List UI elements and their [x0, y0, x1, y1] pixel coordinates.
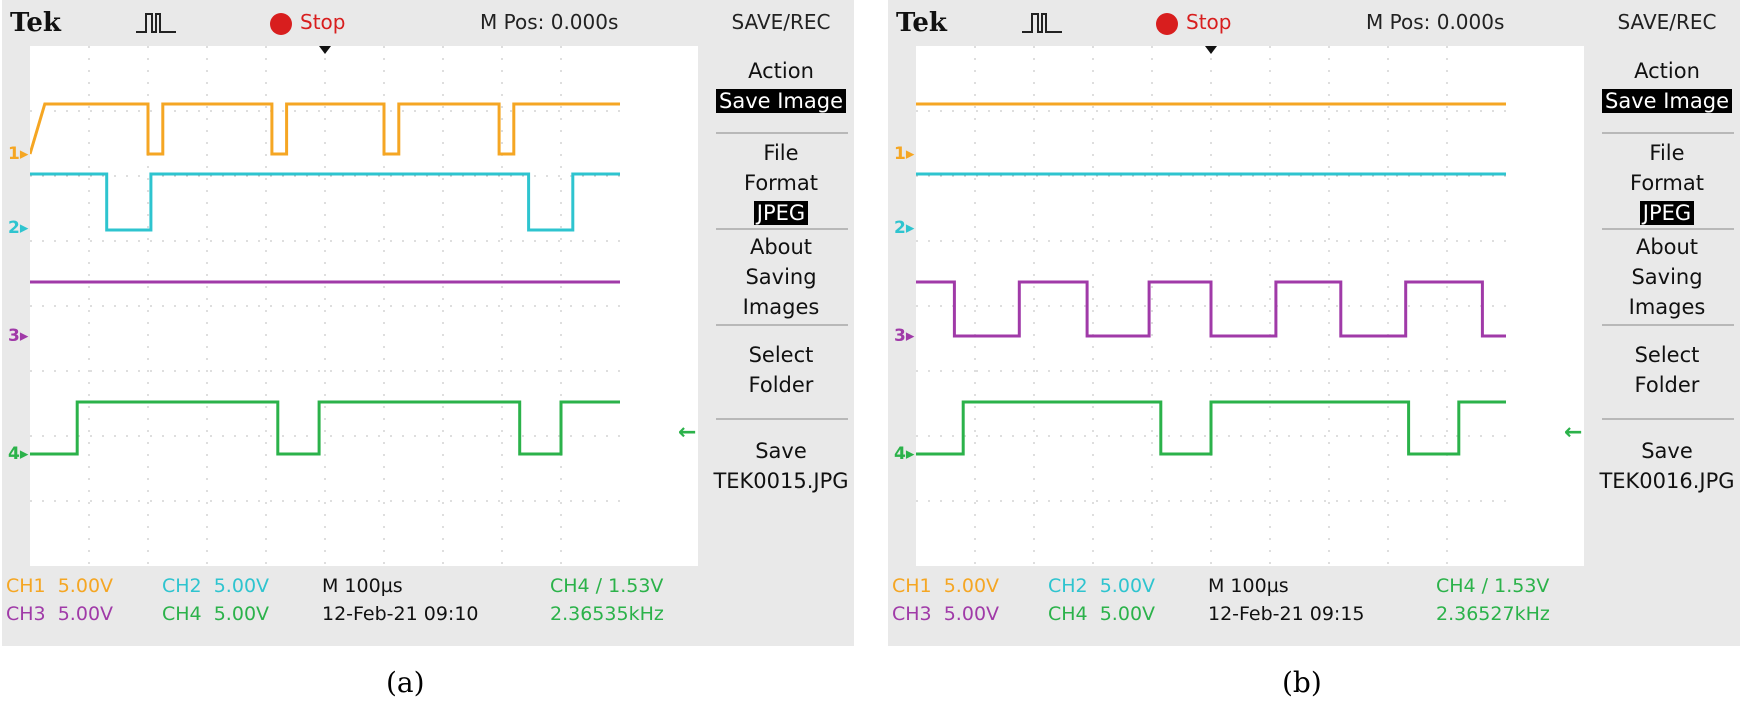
about-label: Saving — [745, 265, 817, 289]
ch3-scale: CH3 5.00V — [892, 603, 1000, 625]
top-status-bar: Tek Stop M Pos: 0.000s SAVE/REC — [2, 0, 854, 46]
ch4-ground-marker: 4▸ — [894, 444, 915, 464]
save-label: Save — [755, 439, 807, 463]
oscilloscope-panel-b: Tek Stop M Pos: 0.000s SAVE/REC 1▸ 2▸ 3▸… — [888, 0, 1740, 646]
about-saving-images-button[interactable]: About Saving Images — [1594, 232, 1740, 322]
ch1-waveform — [30, 102, 620, 156]
stop-indicator-icon — [1156, 13, 1178, 35]
save-button[interactable]: Save TEK0016.JPG — [1594, 436, 1740, 496]
timestamp: 12-Feb-21 09:10 — [322, 603, 479, 625]
file-format-label: Format — [743, 171, 818, 195]
ch4-waveform — [916, 400, 1506, 456]
select-folder-label: Select — [748, 343, 814, 367]
trigger-position-icon — [319, 46, 331, 54]
trigger-level-arrow-icon: ← — [678, 420, 697, 445]
run-state[interactable]: Stop — [1186, 10, 1232, 34]
menu-title: SAVE/REC — [731, 10, 831, 34]
file-format-label: File — [763, 141, 799, 165]
ch3-ground-marker: 3▸ — [8, 326, 29, 346]
file-format-label: File — [1649, 141, 1685, 165]
timestamp: 12-Feb-21 09:15 — [1208, 603, 1365, 625]
menu-divider — [1602, 228, 1734, 230]
ch1-scale: CH1 5.00V — [892, 575, 1000, 597]
side-menu: Action Save Image File Format JPEG About… — [1594, 46, 1740, 566]
menu-divider — [1602, 324, 1734, 326]
waveform-display — [30, 46, 698, 566]
ch4-scale: CH4 5.00V — [1048, 603, 1156, 625]
save-label: Save — [1641, 439, 1693, 463]
action-label: Action — [1634, 59, 1700, 83]
select-folder-button[interactable]: Select Folder — [1594, 340, 1740, 400]
menu-divider — [716, 132, 848, 134]
file-format-value: JPEG — [753, 201, 809, 225]
trigger-frequency: 2.36535kHz — [550, 603, 664, 625]
ch4-ground-marker: 4▸ — [8, 444, 29, 464]
waveform-display — [916, 46, 1584, 566]
file-format-button[interactable]: File Format JPEG — [708, 138, 854, 228]
menu-divider — [1602, 418, 1734, 420]
top-status-bar: Tek Stop M Pos: 0.000s SAVE/REC — [888, 0, 1740, 46]
file-format-button[interactable]: File Format JPEG — [1594, 138, 1740, 228]
trigger-frequency: 2.36527kHz — [1436, 603, 1550, 625]
timebase: M 100µs — [1208, 575, 1289, 597]
menu-divider — [716, 324, 848, 326]
trigger-setting: CH4 ∕ 1.53V — [550, 575, 664, 597]
action-button[interactable]: Action Save Image — [1594, 56, 1740, 116]
save-filename: TEK0016.JPG — [1599, 469, 1735, 493]
caption-a: (a) — [386, 666, 425, 699]
side-menu: Action Save Image File Format JPEG About… — [708, 46, 854, 566]
horizontal-position: M Pos: 0.000s — [1366, 10, 1505, 34]
action-button[interactable]: Action Save Image — [708, 56, 854, 116]
action-value: Save Image — [1602, 89, 1732, 113]
trigger-setting: CH4 ∕ 1.53V — [1436, 575, 1550, 597]
select-folder-label: Select — [1634, 343, 1700, 367]
menu-divider — [1602, 132, 1734, 134]
pulse-trigger-icon — [1022, 13, 1062, 33]
select-folder-label: Folder — [1634, 373, 1700, 397]
menu-divider — [716, 418, 848, 420]
about-label: Saving — [1631, 265, 1703, 289]
action-label: Action — [748, 59, 814, 83]
ch2-ground-marker: 2▸ — [894, 218, 915, 238]
save-filename: TEK0015.JPG — [713, 469, 849, 493]
about-label: About — [749, 235, 813, 259]
ch3-ground-marker: 3▸ — [894, 326, 915, 346]
ch2-waveform — [30, 172, 620, 232]
brand-logo: Tek — [896, 8, 947, 38]
ch3-waveform — [916, 280, 1506, 338]
ch1-scale: CH1 5.00V — [6, 575, 114, 597]
ch4-waveform — [30, 400, 620, 456]
brand-logo: Tek — [10, 8, 61, 38]
file-format-label: Format — [1629, 171, 1704, 195]
save-button[interactable]: Save TEK0015.JPG — [708, 436, 854, 496]
about-saving-images-button[interactable]: About Saving Images — [708, 232, 854, 322]
stop-indicator-icon — [270, 13, 292, 35]
select-folder-label: Folder — [748, 373, 814, 397]
horizontal-position: M Pos: 0.000s — [480, 10, 619, 34]
caption-b: (b) — [1282, 666, 1322, 699]
waveform-canvas — [30, 46, 620, 566]
action-value: Save Image — [716, 89, 846, 113]
ch2-ground-marker: 2▸ — [8, 218, 29, 238]
menu-title: SAVE/REC — [1617, 10, 1717, 34]
about-label: Images — [1628, 295, 1706, 319]
waveform-canvas — [916, 46, 1506, 566]
timebase: M 100µs — [322, 575, 403, 597]
ch2-scale: CH2 5.00V — [162, 575, 270, 597]
trigger-level-arrow-icon: ← — [1564, 420, 1583, 445]
file-format-value: JPEG — [1639, 201, 1695, 225]
pulse-trigger-icon — [136, 13, 176, 33]
trigger-position-icon — [1205, 46, 1217, 54]
ch1-ground-marker: 1▸ — [8, 144, 29, 164]
run-state[interactable]: Stop — [300, 10, 346, 34]
oscilloscope-panel-a: Tek Stop M Pos: 0.000s SAVE/REC 1▸ 2▸ 3▸… — [2, 0, 854, 646]
ch4-scale: CH4 5.00V — [162, 603, 270, 625]
about-label: Images — [742, 295, 820, 319]
ch1-ground-marker: 1▸ — [894, 144, 915, 164]
about-label: About — [1635, 235, 1699, 259]
menu-divider — [716, 228, 848, 230]
ch2-scale: CH2 5.00V — [1048, 575, 1156, 597]
ch3-scale: CH3 5.00V — [6, 603, 114, 625]
select-folder-button[interactable]: Select Folder — [708, 340, 854, 400]
